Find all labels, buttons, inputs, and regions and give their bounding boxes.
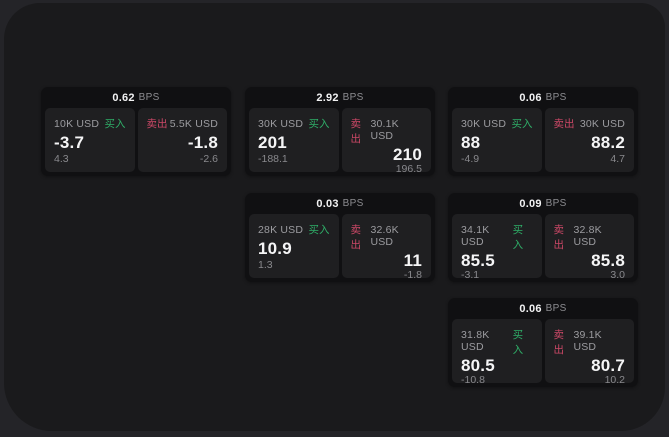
buy-delta: -188.1 xyxy=(258,153,288,165)
bps-value: 0.62 xyxy=(112,91,135,104)
sell-quote-tile[interactable]: 卖出 30.1K USD 210 196.5 xyxy=(341,108,431,175)
sell-price: 210 xyxy=(393,145,422,164)
buy-quote-tile[interactable]: 30K USD 买入 201 -188.1 xyxy=(249,108,339,172)
sell-amount: 30K USD xyxy=(579,118,625,130)
bps-value: 0.06 xyxy=(519,91,542,104)
bps-value: 0.03 xyxy=(316,197,339,210)
sell-price: 88.2 xyxy=(591,132,625,152)
quote-card: 0.06 BPS 30K USD 买入 88 -4.9 卖出 30K USD 8… xyxy=(448,87,638,176)
buy-quote-tile[interactable]: 30K USD 买入 88 -4.9 xyxy=(452,108,542,172)
bps-spread-header: 2.92 BPS xyxy=(245,87,435,108)
bps-unit-label: BPS xyxy=(545,92,567,103)
bps-spread-header: 0.06 BPS xyxy=(448,298,638,319)
quote-card: 0.62 BPS 10K USD 买入 -3.7 4.3 卖出 5.5K USD… xyxy=(41,87,231,176)
sell-delta: 196.5 xyxy=(395,163,422,175)
sell-label: 卖出 xyxy=(553,118,575,130)
sell-price: 80.7 xyxy=(591,356,625,375)
bps-unit-label: BPS xyxy=(342,198,364,209)
sell-label: 卖出 xyxy=(350,118,362,145)
buy-delta: -3.1 xyxy=(461,269,480,281)
sell-quote-tile[interactable]: 卖出 39.1K USD 80.7 10.2 xyxy=(544,319,634,386)
app-background-panel: 0.62 BPS 10K USD 买入 -3.7 4.3 卖出 5.5K USD… xyxy=(4,3,665,431)
buy-amount: 28K USD xyxy=(258,224,304,236)
bps-unit-label: BPS xyxy=(138,92,160,103)
sell-delta: 3.0 xyxy=(610,269,625,281)
sell-price: -1.8 xyxy=(187,132,218,152)
sell-delta: 4.7 xyxy=(610,153,625,165)
sell-label: 卖出 xyxy=(350,224,362,251)
sell-amount: 30.1K USD xyxy=(370,118,399,142)
sell-quote-tile[interactable]: 卖出 5.5K USD -1.8 -2.6 xyxy=(137,108,227,172)
quote-card: 0.06 BPS 31.8K USD 买入 80.5 -10.8 卖出 39.1… xyxy=(448,298,638,387)
bps-value: 2.92 xyxy=(316,91,339,104)
buy-price: 10.9 xyxy=(258,238,292,258)
buy-price: 201 xyxy=(258,132,287,152)
sell-label: 卖出 xyxy=(553,329,565,356)
buy-delta: 1.3 xyxy=(258,259,273,271)
buy-delta: -10.8 xyxy=(461,374,485,386)
bps-value: 0.06 xyxy=(519,302,542,315)
sell-price: 11 xyxy=(403,251,422,270)
sell-quote-tile[interactable]: 卖出 32.8K USD 85.8 3.0 xyxy=(544,214,634,281)
sell-label: 卖出 xyxy=(553,224,565,251)
quote-card: 0.03 BPS 28K USD 买入 10.9 1.3 卖出 32.6K US… xyxy=(245,193,435,282)
bps-spread-header: 0.62 BPS xyxy=(41,87,231,108)
buy-label: 买入 xyxy=(308,224,330,236)
buy-quote-tile[interactable]: 28K USD 买入 10.9 1.3 xyxy=(249,214,339,278)
buy-label: 买入 xyxy=(512,224,524,251)
quote-card: 0.09 BPS 34.1K USD 买入 85.5 -3.1 卖出 32.8K… xyxy=(448,193,638,282)
buy-price: 85.5 xyxy=(461,251,495,270)
sell-delta: -1.8 xyxy=(403,269,422,281)
sell-amount: 32.8K USD xyxy=(573,224,602,248)
buy-label: 买入 xyxy=(308,118,330,130)
buy-quote-tile[interactable]: 10K USD 买入 -3.7 4.3 xyxy=(45,108,135,172)
buy-delta: -4.9 xyxy=(461,153,480,165)
buy-quote-tile[interactable]: 31.8K USD 买入 80.5 -10.8 xyxy=(452,319,542,386)
sell-amount: 5.5K USD xyxy=(169,118,218,130)
bps-spread-header: 0.03 BPS xyxy=(245,193,435,214)
buy-label: 买入 xyxy=(104,118,126,130)
bps-spread-header: 0.09 BPS xyxy=(448,193,638,214)
buy-amount: 34.1K USD xyxy=(461,224,490,248)
bps-unit-label: BPS xyxy=(342,92,364,103)
buy-price: 80.5 xyxy=(461,356,495,375)
sell-amount: 32.6K USD xyxy=(370,224,399,248)
sell-price: 85.8 xyxy=(591,251,625,270)
quote-card: 2.92 BPS 30K USD 买入 201 -188.1 卖出 30.1K … xyxy=(245,87,435,176)
buy-quote-tile[interactable]: 34.1K USD 买入 85.5 -3.1 xyxy=(452,214,542,281)
buy-delta: 4.3 xyxy=(54,153,69,165)
buy-price: -3.7 xyxy=(54,132,85,152)
sell-delta: 10.2 xyxy=(604,374,625,386)
buy-label: 买入 xyxy=(511,118,533,130)
bps-unit-label: BPS xyxy=(545,303,567,314)
buy-price: 88 xyxy=(461,132,481,152)
sell-quote-tile[interactable]: 卖出 32.6K USD 11 -1.8 xyxy=(341,214,431,281)
buy-amount: 10K USD xyxy=(54,118,100,130)
buy-label: 买入 xyxy=(512,329,524,356)
bps-unit-label: BPS xyxy=(545,198,567,209)
buy-amount: 30K USD xyxy=(258,118,304,130)
sell-label: 卖出 xyxy=(146,118,168,130)
buy-amount: 30K USD xyxy=(461,118,507,130)
bps-spread-header: 0.06 BPS xyxy=(448,87,638,108)
sell-amount: 39.1K USD xyxy=(573,329,602,353)
bps-value: 0.09 xyxy=(519,197,542,210)
sell-quote-tile[interactable]: 卖出 30K USD 88.2 4.7 xyxy=(544,108,634,172)
sell-delta: -2.6 xyxy=(199,153,218,165)
buy-amount: 31.8K USD xyxy=(461,329,490,353)
